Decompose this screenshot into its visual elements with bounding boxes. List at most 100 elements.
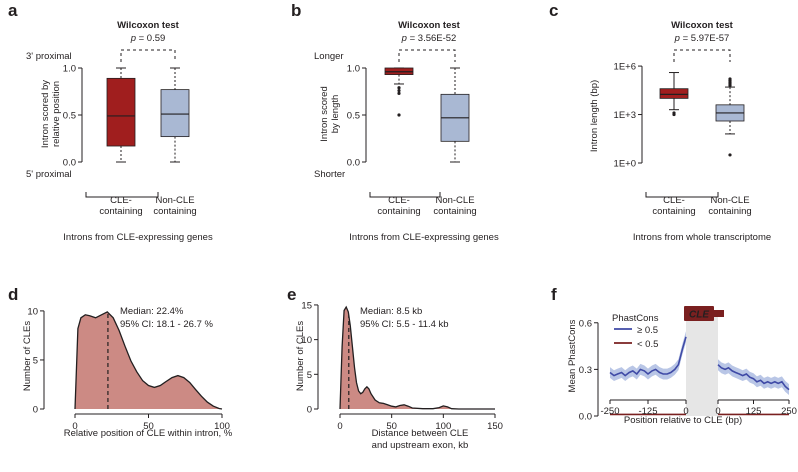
y-tick-label: 1E+6: [614, 62, 636, 73]
panel-a: Wilcoxon test p = 0.59 3' proximal 5' pr…: [26, 20, 213, 243]
outlier-point: [397, 113, 401, 117]
y-tick-label: 1E+0: [614, 159, 636, 170]
panel-f: Mean PhastCons PhastCons ≥ 0.5 < 0.5 Pos…: [567, 306, 797, 426]
annotation-ci: 95% CI: 18.1 - 26.7 %: [120, 319, 213, 330]
x-tick-label: 250: [781, 406, 797, 417]
significance-bracket: [673, 49, 731, 62]
outlier-point: [672, 112, 676, 117]
outlier-point: [728, 153, 732, 157]
top-label: 3' proximal: [26, 51, 72, 62]
cat-label-0: CLE-containing: [377, 195, 420, 217]
panel-label-b: b: [291, 1, 301, 20]
series-line-high: [609, 336, 687, 377]
cle-box-label: CLE: [689, 310, 709, 321]
y-axis-label: Intron scoredby length: [319, 86, 341, 141]
ci-band: [718, 359, 789, 395]
x-tick-label: 0: [72, 421, 77, 432]
x-tick-label: 125: [746, 406, 762, 417]
legend-label-low: < 0.5: [637, 339, 658, 350]
x-tick-label: -250: [600, 406, 619, 417]
x-tick-label: 0: [337, 421, 342, 432]
x-axis-label: Introns from CLE-expressing genes: [349, 232, 499, 243]
cat-label-0: CLE-containing: [652, 195, 695, 217]
panel-c: Wilcoxon test p = 5.97E-57 Intron length…: [589, 20, 771, 243]
y-tick-label: 0.3: [579, 365, 592, 376]
y-tick-label: 5: [33, 355, 38, 366]
y-tick-label: 10: [301, 335, 312, 346]
box: [659, 88, 689, 99]
x-tick-label: 50: [386, 421, 397, 432]
x-tick-label: -125: [638, 406, 657, 417]
y-tick-label: 0: [33, 405, 38, 416]
ci-band: [610, 331, 686, 381]
cat-label-1: Non-CLE containing: [153, 195, 196, 217]
cat-label-1: Non-CLE containing: [433, 195, 476, 217]
panel-label-f: f: [551, 285, 557, 304]
test-title: Wilcoxon test: [671, 20, 734, 31]
x-tick-label: 50: [143, 421, 154, 432]
annotation-ci: 95% CI: 5.5 - 11.4 kb: [360, 319, 449, 330]
cat-label-1: Non-CLE containing: [708, 195, 751, 217]
x-axis-label: Distance between CLE and upstream exon, k…: [372, 428, 469, 451]
density-line: [74, 311, 223, 410]
y-tick-label: 0.5: [347, 111, 360, 122]
x-axis-label: Introns from whole transcriptome: [633, 232, 771, 243]
density-area: [340, 307, 495, 409]
category-bracket: [369, 192, 441, 198]
outlier-point: [397, 91, 401, 95]
y-tick-label: 0: [307, 405, 312, 416]
box: [160, 89, 190, 138]
y-tick-label: 0.0: [63, 158, 76, 169]
category-bracket: [645, 192, 719, 198]
cle-region: [686, 315, 718, 416]
category-bracket: [85, 192, 159, 198]
x-tick-label: 100: [435, 421, 451, 432]
y-tick-label: 15: [301, 300, 312, 311]
y-axis-label: Intron length (bp): [589, 80, 600, 152]
legend-title: PhastCons: [612, 313, 659, 324]
panel-label-d: d: [8, 285, 18, 304]
y-tick-label: 0.5: [63, 111, 76, 122]
outlier-point: [728, 77, 732, 81]
x-tick-label: 0: [683, 406, 688, 417]
panel-d: Number of CLEs Median: 22.4% 95% CI: 18.…: [22, 306, 233, 439]
y-tick-label: 0.0: [347, 158, 360, 169]
significance-bracket: [398, 49, 456, 62]
legend-label-high: ≥ 0.5: [637, 325, 658, 336]
panel-e: Number of CLEs Median: 8.5 kb 95% CI: 5.…: [295, 300, 503, 451]
y-tick-label: 1.0: [347, 64, 360, 75]
x-tick-label: 0: [715, 406, 720, 417]
x-tick-label: 150: [487, 421, 503, 432]
density-area: [75, 311, 222, 409]
y-axis-label: Number of CLEs: [295, 321, 306, 391]
y-tick-label: 0.6: [579, 318, 592, 329]
y-tick-label: 10: [27, 306, 38, 317]
series-line-high: [717, 364, 790, 391]
annotation-median: Median: 22.4%: [120, 306, 184, 317]
y-axis-label: Intron scored byrelative position: [40, 80, 62, 148]
bottom-label: 5' proximal: [26, 169, 72, 180]
bottom-label: Shorter: [314, 169, 345, 180]
y-tick-label: 0.0: [579, 412, 592, 423]
y-tick-label: 1E+3: [614, 110, 636, 121]
y-tick-label: 1.0: [63, 64, 76, 75]
p-value: p = 0.59: [130, 33, 166, 44]
top-label: Longer: [314, 51, 344, 62]
annotation-median: Median: 8.5 kb: [360, 306, 422, 317]
panel-b: Wilcoxon test p = 3.56E-52 Longer Shorte…: [314, 20, 499, 243]
density-line: [339, 305, 495, 410]
outlier-point: [397, 86, 401, 90]
x-axis-label: Position relative to CLE (bp): [624, 415, 742, 426]
box: [106, 77, 136, 147]
p-value: p = 5.97E-57: [674, 33, 730, 44]
outlier-point: [397, 88, 401, 93]
cat-label-0: CLE-containing: [99, 195, 142, 217]
x-tick-label: 100: [214, 421, 230, 432]
test-title: Wilcoxon test: [117, 20, 180, 31]
y-tick-label: 5: [307, 370, 312, 381]
x-axis-label: Introns from CLE-expressing genes: [63, 232, 213, 243]
panel-label-e: e: [287, 285, 296, 304]
panel-label-a: a: [8, 1, 18, 20]
p-value: p = 3.56E-52: [401, 33, 457, 44]
